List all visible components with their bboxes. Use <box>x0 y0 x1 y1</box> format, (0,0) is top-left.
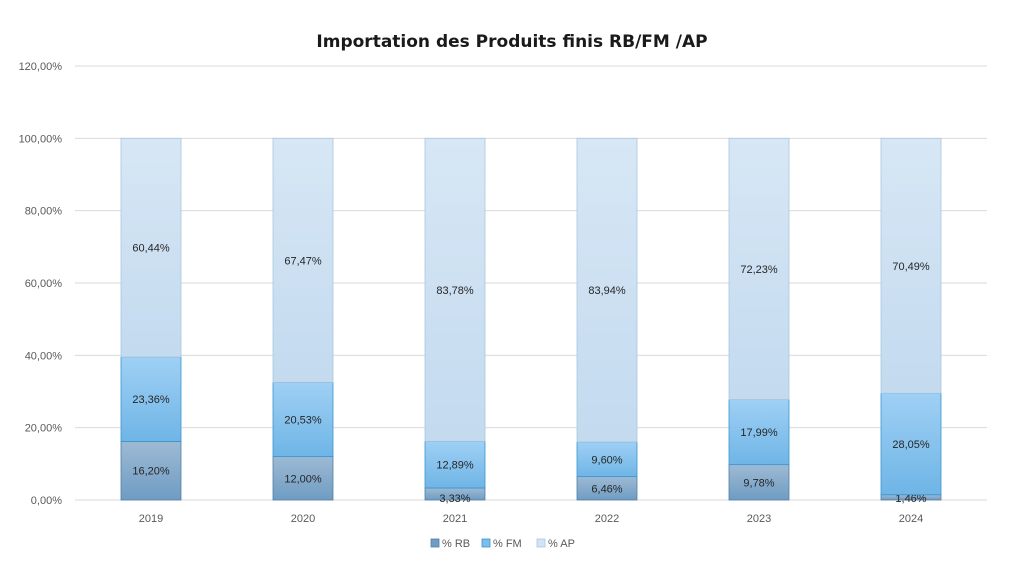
data-label: 17,99% <box>740 427 778 439</box>
bar-segment-fm <box>880 392 942 496</box>
data-label: 67,47% <box>284 255 322 267</box>
data-label: 70,49% <box>892 261 930 273</box>
bar-segment-ap <box>880 137 942 394</box>
data-label: 1,46% <box>895 493 926 505</box>
x-tick-label: 2019 <box>139 513 163 525</box>
bar-segment-fm <box>576 441 638 478</box>
y-tick-label: 100,00% <box>19 133 63 145</box>
data-label: 12,00% <box>284 473 322 485</box>
legend-swatch <box>481 538 491 548</box>
bar-segment-ap <box>424 137 486 442</box>
bar-segment-rb <box>272 456 334 501</box>
data-label: 28,05% <box>892 439 930 451</box>
bar-segment-ap <box>728 137 790 400</box>
data-label: 83,78% <box>436 285 474 297</box>
y-tick-label: 20,00% <box>25 423 63 435</box>
bar-segment-fm <box>272 381 334 457</box>
legend-item: % FM <box>481 538 522 550</box>
legend-item: % RB <box>430 538 470 550</box>
legend: % RB % FM % AP <box>430 538 575 550</box>
legend-swatch <box>536 538 546 548</box>
bar-segment-fm <box>728 399 790 466</box>
bar-segment-rb <box>120 441 182 501</box>
legend-label: % AP <box>548 538 575 550</box>
y-axis: 0,00% 20,00% 40,00% 60,00% 80,00% 100,00% 120,… <box>19 61 63 507</box>
bar-segment-fm <box>424 440 486 489</box>
data-label: 16,20% <box>132 466 170 478</box>
data-label: 72,23% <box>740 264 778 276</box>
x-tick-label: 2022 <box>595 513 619 525</box>
bar-segment-ap <box>120 137 182 358</box>
legend-swatch <box>430 538 440 548</box>
data-label: 9,60% <box>591 454 622 466</box>
bars: 16,20% 23,36% 60,44% 12,00% 20,53% 67,47% 3,33… <box>120 137 942 505</box>
data-label: 12,89% <box>436 460 474 472</box>
data-label: 3,33% <box>439 493 470 505</box>
x-tick-label: 2023 <box>747 513 771 525</box>
gridlines <box>75 65 987 501</box>
y-tick-label: 0,00% <box>31 495 62 507</box>
data-label: 20,53% <box>284 414 322 426</box>
chart-title: Importation des Produits finis RB/FM /AP <box>316 32 707 52</box>
bar-segment-ap <box>576 137 638 443</box>
data-label: 60,44% <box>132 243 170 255</box>
y-tick-label: 80,00% <box>25 206 63 218</box>
y-tick-label: 40,00% <box>25 350 63 362</box>
bar-segment-ap <box>272 137 334 383</box>
y-tick-label: 60,00% <box>25 278 63 290</box>
legend-label: % FM <box>493 538 522 550</box>
data-label: 9,78% <box>743 477 774 489</box>
y-tick-label: 120,00% <box>19 61 63 73</box>
bar-segment-fm <box>120 356 182 442</box>
legend-label: % RB <box>442 538 470 550</box>
x-tick-label: 2020 <box>291 513 315 525</box>
legend-item: % AP <box>536 538 575 550</box>
data-label: 23,36% <box>132 394 170 406</box>
x-tick-label: 2024 <box>899 513 923 525</box>
x-axis: 2019 2020 2021 2022 2023 2024 <box>139 513 923 525</box>
x-tick-label: 2021 <box>443 513 467 525</box>
data-label: 83,94% <box>588 285 626 297</box>
data-label: 6,46% <box>591 483 622 495</box>
